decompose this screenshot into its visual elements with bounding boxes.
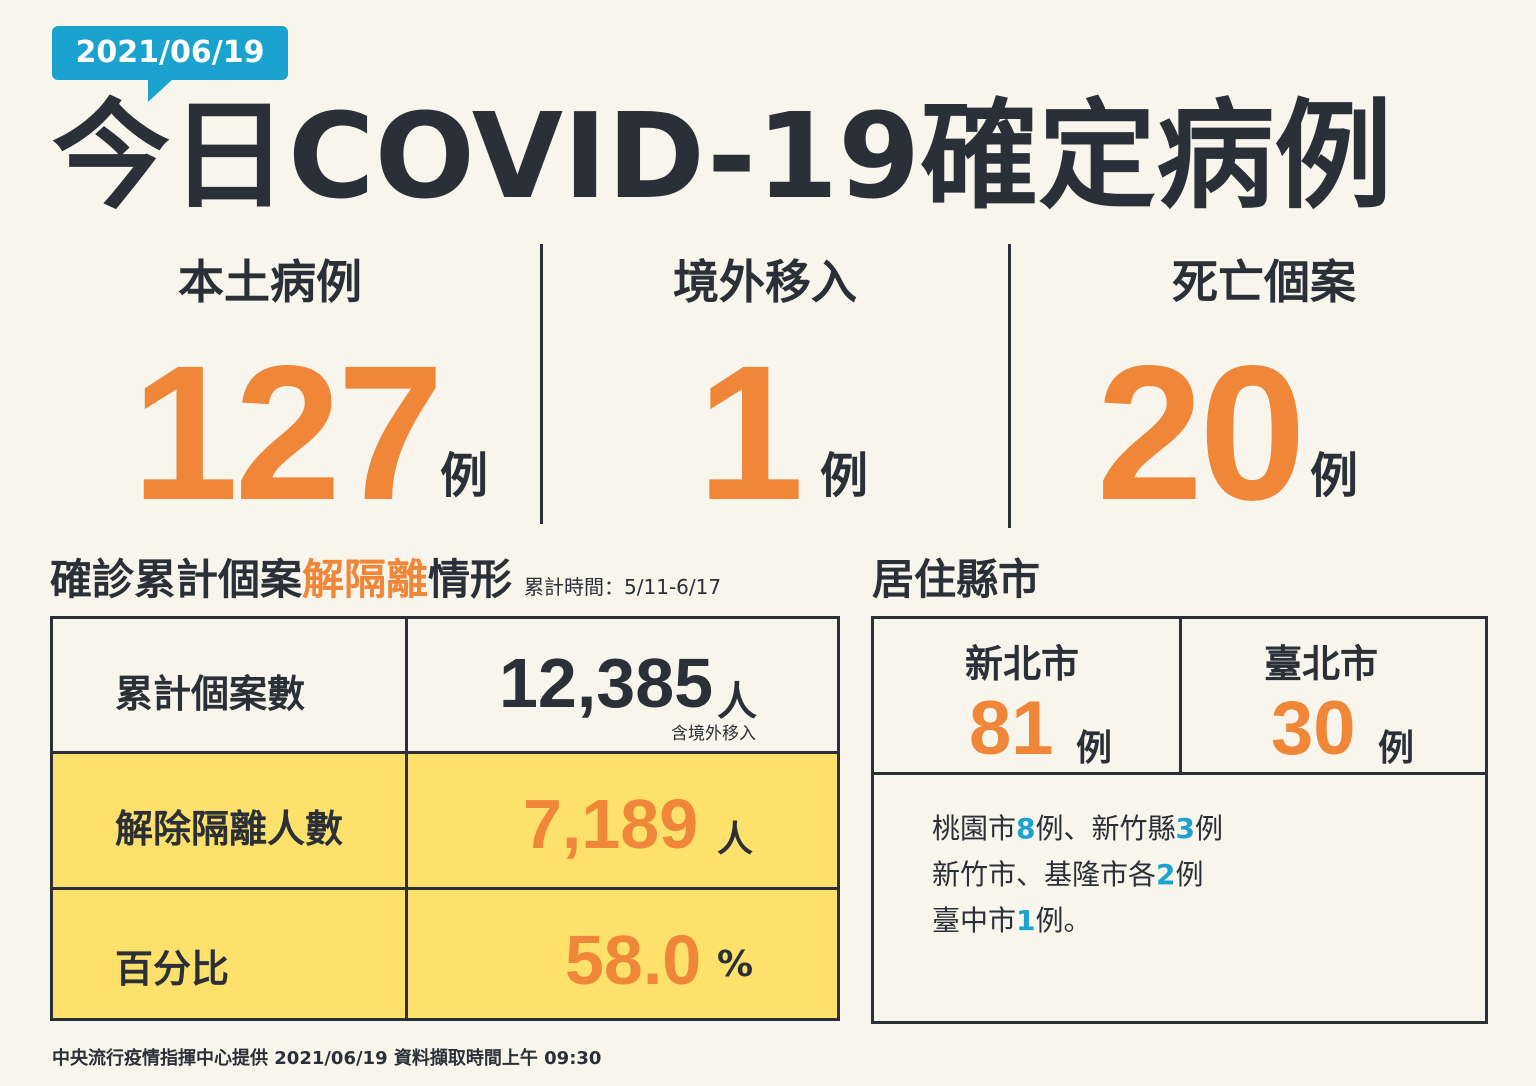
heading-post: 情形: [428, 555, 513, 604]
city-unit-taipei: 例: [1378, 728, 1415, 769]
release-section-heading: 確診累計個案解隔離情形 累計時間：5/11-6/17: [50, 550, 721, 617]
case-count: 2: [1156, 858, 1176, 891]
heading-pre: 確診累計個案: [50, 555, 303, 604]
city-table: 新北市 81 例 臺北市 30 例 桃園市8例、新竹縣3例 新竹市、基隆市各2例臺…: [871, 616, 1488, 1024]
city-top-row: 新北市 81 例 臺北市 30 例: [874, 619, 1485, 775]
city-unit-new-taipei: 例: [1076, 728, 1113, 769]
row-label-percent: 百分比: [115, 947, 230, 991]
table-row: 百分比 58.0 %: [53, 890, 837, 1018]
city-text: 例: [1195, 812, 1224, 845]
date-badge-pointer: [148, 78, 174, 102]
city-text: 臺中市: [932, 904, 1017, 937]
table-cell-label: 百分比: [53, 890, 408, 1018]
date-badge: 2021/06/19: [52, 26, 288, 80]
row-label-released: 解除隔離人數: [115, 807, 344, 851]
row-label-total: 累計個案數: [115, 672, 306, 716]
release-table: 累計個案數 12,385 人 含境外移入 解除隔離人數 7,189 人 百分比 …: [50, 616, 840, 1021]
row-value-total: 12,385: [499, 644, 714, 722]
city-text: 例、新竹縣: [1035, 812, 1176, 845]
city-divider: [1179, 619, 1182, 772]
column-divider: [1008, 244, 1011, 528]
page-title: 今日COVID-19確定病例: [52, 87, 1393, 225]
case-count: 1: [1016, 904, 1036, 937]
stat-value-deaths: 20: [1096, 325, 1306, 540]
table-cell-label: 解除隔離人數: [53, 754, 408, 887]
row-unit-percent: %: [717, 944, 754, 985]
city-section-heading: 居住縣市: [872, 555, 1041, 604]
stat-unit-imported: 例: [820, 448, 869, 504]
stat-unit-local: 例: [440, 448, 489, 504]
period-note: 累計時間：5/11-6/17: [524, 575, 722, 599]
stat-unit-deaths: 例: [1310, 448, 1359, 504]
other-cities-line: 臺中市1例。: [932, 901, 1092, 941]
stat-label-local: 本土病例: [178, 255, 362, 309]
city-text: 桃園市: [932, 812, 1017, 845]
stat-label-deaths: 死亡個案: [1172, 255, 1356, 309]
case-count: 8: [1016, 812, 1036, 845]
heading-highlight: 解隔離: [302, 555, 429, 604]
city-value-new-taipei: 81: [969, 686, 1054, 771]
row-note-total: 含境外移入: [671, 724, 756, 744]
table-cell-label: 累計個案數: [53, 619, 408, 751]
row-value-released: 7,189: [523, 785, 699, 863]
row-unit-released: 人: [717, 819, 754, 860]
row-unit-total: 人: [717, 679, 757, 725]
city-text: 例。: [1035, 904, 1092, 937]
city-text: 例: [1175, 858, 1204, 891]
other-cities-line: 新竹市、基隆市各2例: [932, 855, 1204, 895]
stat-value-imported: 1: [697, 325, 804, 540]
row-value-percent: 58.0: [565, 921, 702, 999]
city-text: 新竹市、基隆市各: [932, 858, 1157, 891]
city-value-taipei: 30: [1271, 686, 1356, 771]
footer-source: 中央流行疫情指揮中心提供 2021/06/19 資料擷取時間上午 09:30: [52, 1048, 602, 1069]
stat-value-local: 127: [131, 325, 444, 540]
table-row: 解除隔離人數 7,189 人: [53, 754, 837, 890]
city-name-taipei: 臺北市: [1263, 642, 1378, 686]
case-count: 3: [1175, 812, 1195, 845]
table-row: 累計個案數 12,385 人 含境外移入: [53, 619, 837, 754]
other-cities-line: 桃園市8例、新竹縣3例: [932, 809, 1223, 849]
stat-label-imported: 境外移入: [673, 255, 857, 309]
column-divider: [540, 244, 543, 524]
city-name-new-taipei: 新北市: [964, 642, 1079, 686]
